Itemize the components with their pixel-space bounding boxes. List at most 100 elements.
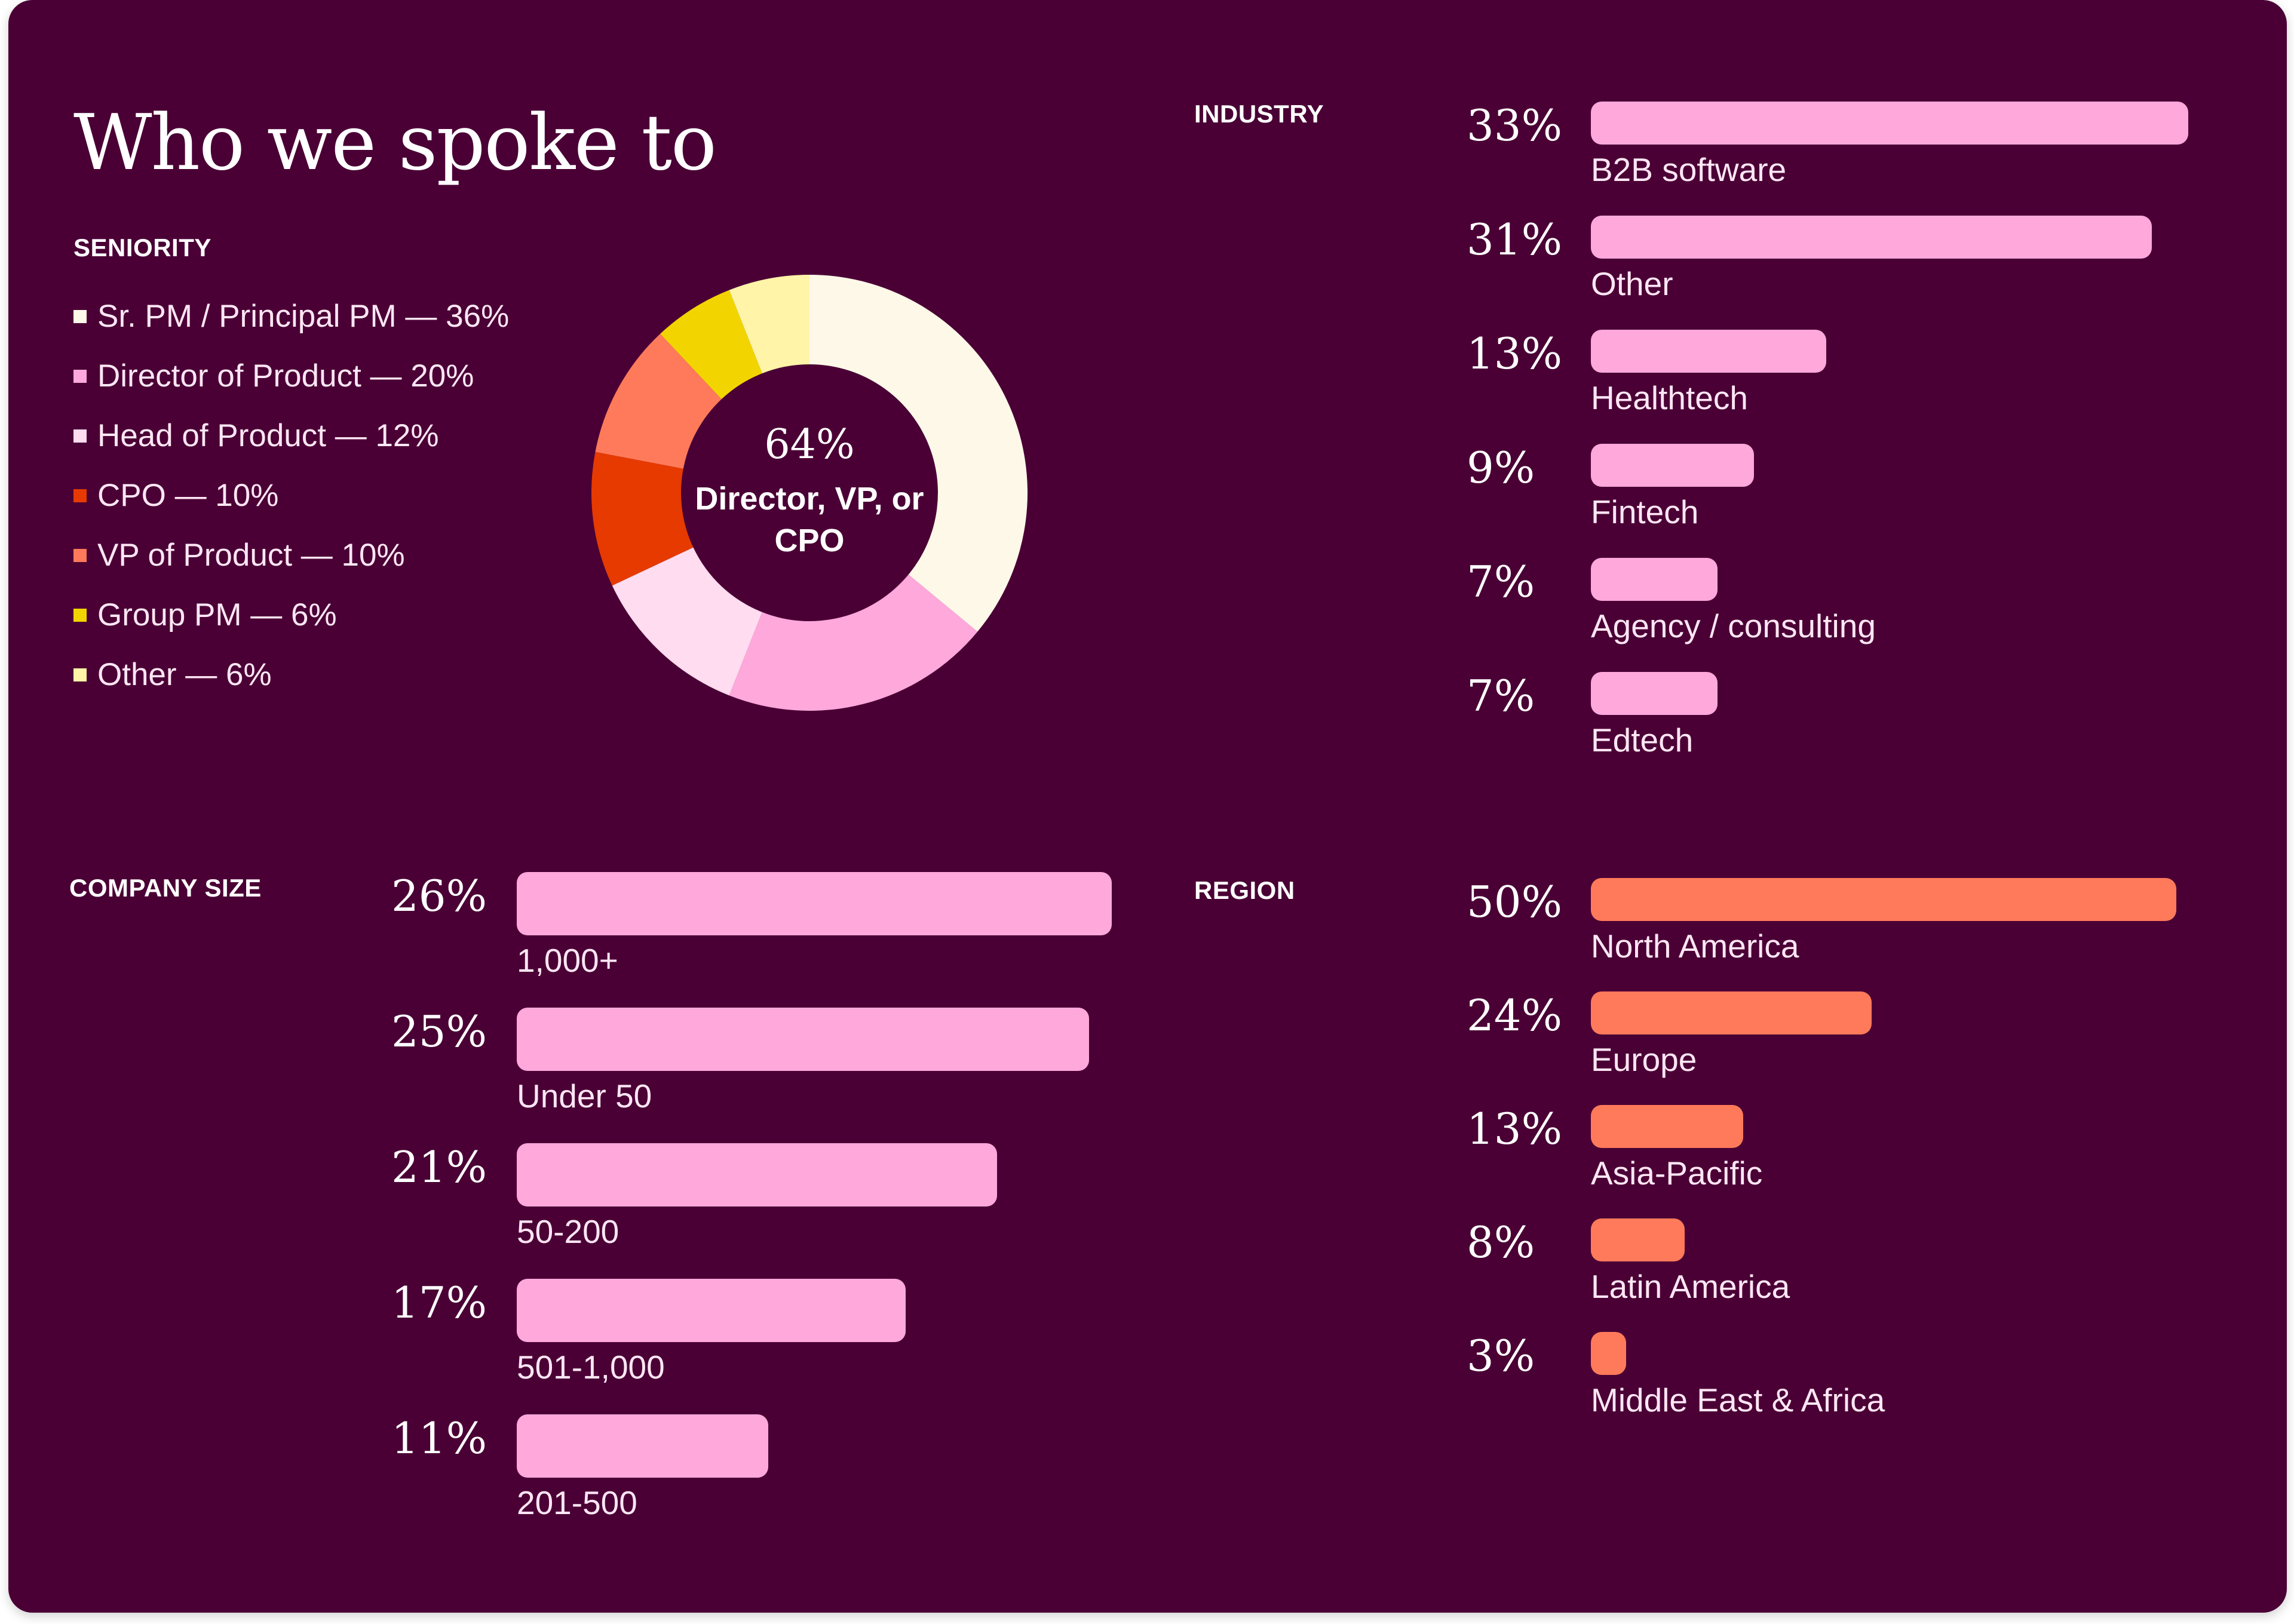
donut-slice-director-of-product: [729, 575, 978, 711]
donut-slice-cpo: [591, 452, 694, 586]
bar-percent-label: 9%: [1467, 443, 1535, 493]
bar: [517, 1279, 906, 1342]
bar-category-label: Latin America: [1591, 1268, 1790, 1305]
bar-category-label: 50-200: [517, 1213, 619, 1250]
bar-percent-label: 11%: [391, 1413, 487, 1463]
bar: [1591, 1105, 1743, 1148]
bar-category-label: Healthtech: [1591, 379, 1748, 416]
bar: [517, 1143, 998, 1207]
donut-slice-other: [729, 275, 809, 374]
bar: [1591, 1332, 1626, 1375]
legend-item-vp-of-product: VP of Product — 10%: [73, 535, 405, 576]
bar: [1591, 558, 1718, 601]
bar-category-label: 501-1,000: [517, 1349, 665, 1386]
bar-percent-label: 26%: [391, 871, 487, 921]
legend-swatch: [73, 609, 87, 622]
bar-category-label: B2B software: [1591, 151, 1787, 188]
bar-percent-label: 25%: [391, 1006, 487, 1057]
legend-item-sr-pm-principal-pm: Sr. PM / Principal PM — 36%: [73, 296, 509, 337]
donut-slice-head-of-product: [612, 547, 762, 696]
size-row-201-500: 11% 201-500: [391, 1411, 1136, 1531]
bar-percent-label: 13%: [1467, 1104, 1563, 1154]
industry-label: INDUSTRY: [1194, 100, 1324, 128]
region-label: REGION: [1194, 876, 1295, 904]
bar-category-label: 1,000+: [517, 942, 618, 979]
legend-swatch: [73, 549, 87, 562]
legend-swatch: [73, 310, 87, 323]
donut-svg: [591, 275, 1028, 711]
region-row-north-america: 50% North America: [1467, 875, 2200, 994]
bar: [1591, 102, 2188, 145]
bar-percent-label: 13%: [1467, 329, 1563, 379]
bar-percent-label: 8%: [1467, 1217, 1535, 1267]
bar-percent-label: 50%: [1467, 877, 1563, 927]
industry-row-other: 31% Other: [1467, 213, 2212, 332]
company-size-label: COMPANY SIZE: [69, 874, 262, 902]
donut-center-label: Director, VP, or CPO: [695, 481, 924, 558]
size-row-under-50: 25% Under 50: [391, 1005, 1136, 1124]
bar-category-label: North America: [1591, 928, 1799, 965]
size-row-50-200: 21% 50-200: [391, 1140, 1136, 1260]
bar-category-label: Middle East & Africa: [1591, 1382, 1885, 1419]
legend-swatch: [73, 429, 87, 443]
bar: [1591, 991, 1872, 1034]
bar-category-label: Fintech: [1591, 493, 1699, 530]
donut-slice-group-pm: [660, 290, 762, 400]
bar-percent-label: 24%: [1467, 990, 1563, 1040]
donut-slice-sr-pm-principal-pm: [809, 275, 1028, 632]
seniority-donut-chart: [591, 275, 1028, 711]
legend-item-cpo: CPO — 10%: [73, 475, 278, 517]
legend-label: Director of Product — 20%: [97, 358, 474, 394]
bar: [1591, 444, 1754, 487]
size-row-501-1-000: 17% 501-1,000: [391, 1276, 1136, 1395]
bar: [1591, 216, 2152, 259]
bar: [517, 1414, 769, 1478]
industry-row-b2b-software: 33% B2B software: [1467, 99, 2212, 218]
legend-label: Head of Product — 12%: [97, 418, 439, 453]
bar-category-label: Europe: [1591, 1041, 1697, 1078]
donut-center-value: 64%: [764, 421, 855, 468]
bar: [1591, 330, 1826, 373]
legend-label: Group PM — 6%: [97, 597, 337, 633]
bar-percent-label: 7%: [1467, 557, 1535, 607]
donut-slice-vp-of-product: [595, 333, 722, 469]
industry-row-healthtech: 13% Healthtech: [1467, 327, 2212, 446]
legend-label: VP of Product — 10%: [97, 538, 405, 573]
region-row-europe: 24% Europe: [1467, 988, 2200, 1108]
bar-category-label: Under 50: [517, 1077, 652, 1115]
bar: [1591, 1218, 1685, 1261]
seniority-label: SENIORITY: [73, 234, 211, 262]
bar-category-label: Edtech: [1591, 722, 1694, 759]
bar-category-label: Asia-Pacific: [1591, 1155, 1763, 1192]
bar: [517, 1008, 1089, 1071]
industry-row-fintech: 9% Fintech: [1467, 441, 2212, 560]
legend-swatch: [73, 668, 87, 681]
region-row-asia-pacific: 13% Asia-Pacific: [1467, 1102, 2200, 1221]
bar: [1591, 672, 1718, 715]
page-title: Who we spoke to: [73, 99, 717, 188]
legend-item-other: Other — 6%: [73, 654, 272, 696]
bar-percent-label: 17%: [391, 1278, 487, 1328]
legend-swatch: [73, 370, 87, 383]
industry-row-edtech: 7% Edtech: [1467, 669, 2212, 788]
legend-item-director-of-product: Director of Product — 20%: [73, 355, 474, 397]
region-row-middle-east-africa: 3% Middle East & Africa: [1467, 1329, 2200, 1448]
bar-percent-label: 3%: [1467, 1331, 1535, 1381]
bar-percent-label: 33%: [1467, 100, 1563, 151]
bar-category-label: Agency / consulting: [1591, 607, 1876, 644]
region-row-latin-america: 8% Latin America: [1467, 1215, 2200, 1335]
legend-label: Sr. PM / Principal PM — 36%: [97, 299, 510, 334]
legend-item-group-pm: Group PM — 6%: [73, 594, 337, 636]
survey-demographics-card: [8, 0, 2287, 1613]
legend-item-head-of-product: Head of Product — 12%: [73, 415, 439, 457]
bar: [517, 872, 1112, 935]
bar-category-label: Other: [1591, 265, 1673, 302]
size-row-1-000: 26% 1,000+: [391, 869, 1136, 988]
bar: [1591, 878, 2176, 921]
bar-percent-label: 7%: [1467, 671, 1535, 721]
legend-label: CPO — 10%: [97, 478, 279, 513]
bar-category-label: 201-500: [517, 1484, 637, 1521]
legend-label: Other — 6%: [97, 657, 272, 692]
legend-swatch: [73, 489, 87, 502]
bar-percent-label: 31%: [1467, 214, 1563, 265]
